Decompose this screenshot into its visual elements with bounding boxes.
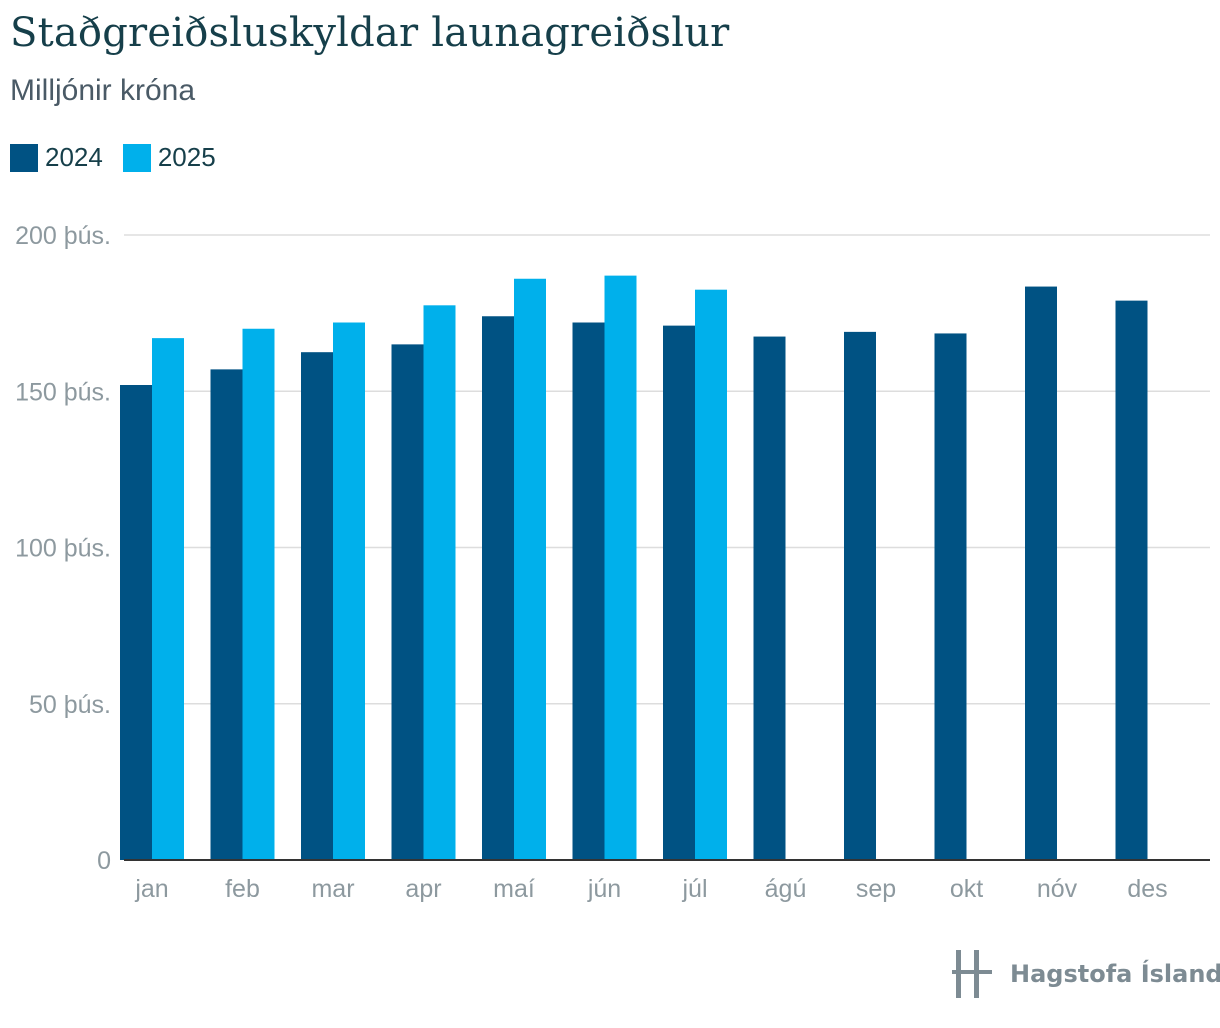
chart-subtitle: Milljónir króna <box>10 74 196 107</box>
bar-2025-mar[interactable] <box>333 322 365 861</box>
bar-2024-apr[interactable] <box>391 344 424 860</box>
chart-title: Staðgreiðsluskyldar launagreiðslur <box>10 10 730 56</box>
x-tick-label: jún <box>587 875 621 903</box>
legend-swatch-2024 <box>10 143 38 172</box>
bar-2024-feb[interactable] <box>210 369 243 860</box>
bar-2025-apr[interactable] <box>423 305 456 860</box>
y-tick-label: 200 þús. <box>15 222 111 250</box>
hagstofa-logo: Hagstofa Íslands <box>952 950 1220 998</box>
x-tick-label: okt <box>950 875 983 903</box>
bar-2024-des[interactable] <box>1115 300 1148 860</box>
x-tick-label: nóv <box>1037 875 1078 903</box>
y-tick-label: 0 <box>97 847 111 875</box>
y-tick-label: 100 þús. <box>15 535 111 563</box>
bar-2024-júl[interactable] <box>663 325 695 860</box>
x-tick-label: mar <box>311 875 354 903</box>
bar-2024-sep[interactable] <box>844 331 876 860</box>
x-tick-label: ágú <box>765 875 807 903</box>
x-tick-label: sep <box>856 875 896 903</box>
logo-text: Hagstofa Íslands <box>1010 960 1220 988</box>
bar-2024-mar[interactable] <box>301 352 333 860</box>
bar-2025-jún[interactable] <box>604 275 637 860</box>
bar-2024-okt[interactable] <box>934 333 967 860</box>
bar-2024-jan[interactable] <box>120 385 152 860</box>
legend-item-2025[interactable]: 2025 <box>122 142 216 173</box>
legend-label-2024: 2024 <box>45 142 103 172</box>
bar-2024-maí[interactable] <box>482 316 514 860</box>
bar-2024-ágú[interactable] <box>753 336 786 860</box>
y-tick-label: 50 þús. <box>29 691 111 719</box>
bar-2024-jún[interactable] <box>572 322 605 861</box>
x-tick-label: júl <box>681 875 707 903</box>
bar-2024-nóv[interactable] <box>1025 286 1057 860</box>
x-tick-label: jan <box>134 875 168 903</box>
x-tick-label: apr <box>405 875 441 903</box>
bar-chart: 0 50 þús. 100 þús. 150 þús. 200 þús. jan feb ma… <box>15 222 1210 903</box>
bar-2025-feb[interactable] <box>242 328 275 860</box>
y-tick-label: 150 þús. <box>15 378 111 406</box>
x-tick-label: des <box>1127 875 1167 903</box>
hagstofa-logo-icon <box>952 950 992 998</box>
legend-swatch-2025 <box>122 143 151 172</box>
x-tick-label: maí <box>493 875 535 903</box>
bar-2025-jan[interactable] <box>152 338 184 860</box>
x-tick-label: feb <box>225 875 260 903</box>
legend: 2024 2025 <box>10 142 236 173</box>
legend-item-2024[interactable]: 2024 <box>10 142 103 173</box>
bar-2025-maí[interactable] <box>514 278 546 860</box>
bar-2025-júl[interactable] <box>695 289 727 860</box>
legend-label-2025: 2025 <box>157 142 216 172</box>
